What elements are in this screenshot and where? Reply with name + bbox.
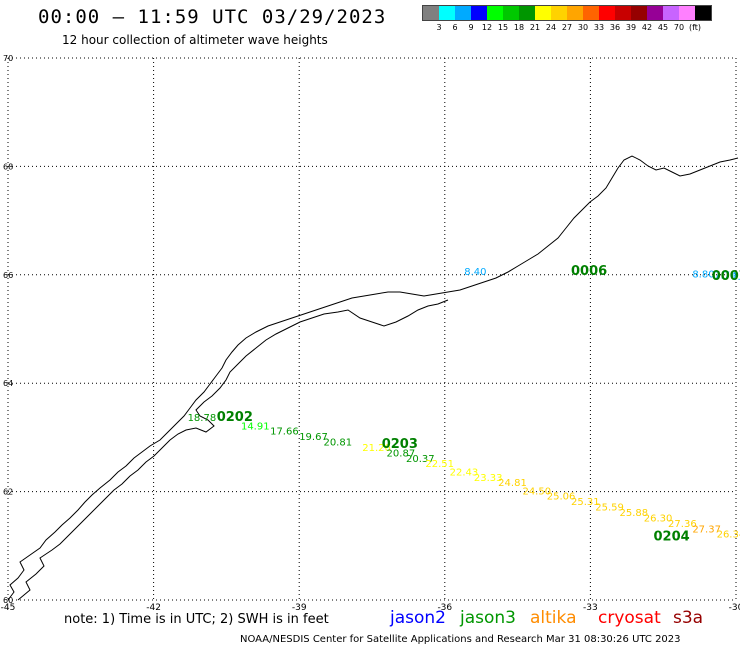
pass-label: 0202 <box>217 410 253 425</box>
pass-label: 0204 <box>653 529 689 544</box>
legend-swatch <box>471 6 487 20</box>
legend-swatch <box>551 6 567 20</box>
legend-label: 45 <box>657 23 669 32</box>
x-tick-label: -36 <box>437 603 452 613</box>
swh-value: 23.33 <box>474 473 503 484</box>
legend-swatch <box>439 6 455 20</box>
swh-value: 25.59 <box>595 503 624 514</box>
x-tick-label: -30 <box>729 603 740 613</box>
y-tick-label: 62 <box>3 488 13 497</box>
legend-swatch <box>535 6 551 20</box>
y-tick-label: 66 <box>3 271 13 280</box>
swh-value: 24.50 <box>522 486 551 497</box>
legend-label: 6 <box>452 23 458 32</box>
legend-label: 12 <box>481 23 493 32</box>
pass-label: 0203 <box>382 437 418 452</box>
swh-value: 26.30 <box>644 513 673 524</box>
pass-label: 0006 <box>571 264 607 279</box>
swh-value: 20.37 <box>406 454 435 465</box>
footer-credit: NOAA/NESDIS Center for Satellite Applica… <box>240 634 681 645</box>
legend-swatch <box>519 6 535 20</box>
legend-swatch <box>663 6 679 20</box>
swh-value: 21.26 <box>362 443 391 454</box>
swh-value: 26.34 <box>717 530 740 541</box>
swh-value: 24.81 <box>498 478 527 489</box>
legend-swatch <box>503 6 519 20</box>
satellite-label-altika: altika <box>530 608 577 628</box>
satellite-label-jason2: jason2 <box>390 608 446 628</box>
swh-value: 25.06 <box>547 492 576 503</box>
pass-labels: 0006 0007 0202 0203 0204 <box>217 264 740 545</box>
swh-value: 20.87 <box>387 448 416 459</box>
greenland-coastline <box>7 155 739 601</box>
color-legend: 3 6 9 12 15 18 21 24 27 30 33 36 39 42 45 70 (ft) <box>422 5 712 35</box>
swh-value: 6.46 <box>731 272 740 283</box>
legend-swatch <box>695 6 711 20</box>
legend-label: 3 <box>436 23 442 32</box>
note-text: note: 1) Time is in UTC; 2) SWH is in fe… <box>64 612 329 627</box>
legend-label: 39 <box>625 23 637 32</box>
page-title: 00:00 – 11:59 UTC 03/29/2023 <box>38 6 387 28</box>
coastline-detail <box>17 299 449 601</box>
swh-value: 25.88 <box>620 508 649 519</box>
satellite-label-cryosat: cryosat <box>598 608 661 628</box>
legend-label: 27 <box>561 23 573 32</box>
legend-swatch <box>615 6 631 20</box>
swh-value: 27.37 <box>692 524 721 535</box>
pass-label: 0007 <box>712 269 740 284</box>
swh-value: 27.36 <box>668 519 697 530</box>
legend-label: 15 <box>497 23 509 32</box>
swh-value: 14.91 <box>241 421 270 432</box>
legend-label: 9 <box>468 23 474 32</box>
y-tick-label: 64 <box>3 379 13 388</box>
legend-swatch <box>423 6 439 20</box>
x-tick-label: -45 <box>1 603 16 613</box>
swh-value: 8.40 <box>464 267 486 278</box>
legend-swatch <box>487 6 503 20</box>
legend-label: 42 <box>641 23 653 32</box>
x-tick-label: -39 <box>292 603 307 613</box>
axis-labels: -45 -42 -39 -36 -33 -30 60 62 64 66 68 70 <box>1 54 740 613</box>
legend-swatch <box>647 6 663 20</box>
y-tick-label: 68 <box>3 162 13 171</box>
swh-value: 20.81 <box>323 438 352 449</box>
legend-label: 70 <box>673 23 685 32</box>
satellite-label-s3a: s3a <box>673 608 704 628</box>
legend-label: 21 <box>529 23 541 32</box>
legend-label: (ft) <box>688 23 702 32</box>
swh-value: 22.43 <box>450 467 479 478</box>
swh-value: 18.78 <box>188 413 217 424</box>
legend-color-bar <box>422 5 712 21</box>
swh-value: 8.80 <box>692 270 714 281</box>
legend-swatch <box>583 6 599 20</box>
swh-value: 17.66 <box>270 427 299 438</box>
x-tick-label: -42 <box>146 603 161 613</box>
legend-label: 18 <box>513 23 525 32</box>
y-tick-label: 60 <box>3 596 13 605</box>
swh-value: 22.51 <box>425 459 454 470</box>
swh-value: 7.70 <box>714 271 736 282</box>
map-grid <box>7 57 737 601</box>
satellite-label-jason3: jason3 <box>460 608 516 628</box>
legend-label: 30 <box>577 23 589 32</box>
legend-swatch <box>599 6 615 20</box>
legend-swatch <box>567 6 583 20</box>
legend-label: 33 <box>593 23 605 32</box>
legend-swatch <box>631 6 647 20</box>
legend-swatch <box>679 6 695 20</box>
coastline-path <box>7 155 739 601</box>
legend-label: 24 <box>545 23 557 32</box>
legend-label: 36 <box>609 23 621 32</box>
swh-value: 25.31 <box>571 497 600 508</box>
swh-value: 19.67 <box>299 432 328 443</box>
page-subtitle: 12 hour collection of altimeter wave hei… <box>62 33 328 47</box>
legend-swatch <box>455 6 471 20</box>
swh-observations: 8.408.807.706.4618.7814.9117.6619.6720.8… <box>188 267 740 541</box>
y-tick-label: 70 <box>3 54 13 63</box>
x-tick-label: -33 <box>583 603 598 613</box>
legend-labels: 3 6 9 12 15 18 21 24 27 30 33 36 39 42 45 70 (ft) <box>422 23 712 35</box>
